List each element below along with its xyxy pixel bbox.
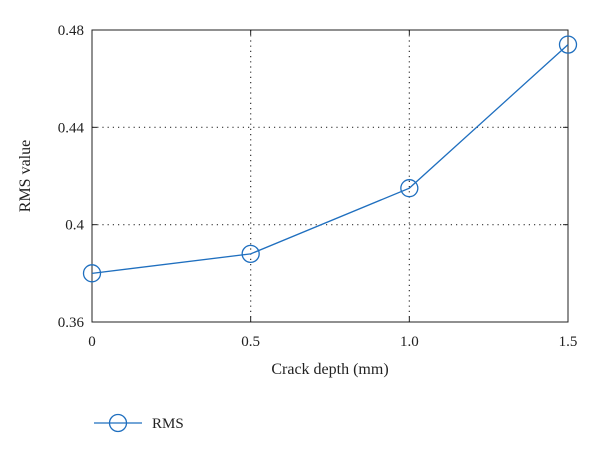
x-tick-label: 0: [88, 334, 96, 350]
y-tick-label: 0.36: [58, 315, 85, 331]
legend-series-name: RMS: [152, 416, 184, 432]
y-axis-label: RMS value: [17, 140, 34, 212]
rms-data-point: [241, 244, 260, 264]
grid-layer: [92, 30, 568, 322]
y-tick-label: 0.44: [58, 120, 85, 136]
plot-frame: [91, 29, 569, 323]
rms-data-point: [558, 35, 578, 54]
y-tick-label: 0.4: [65, 218, 84, 234]
tick-layer: 0 0.5 1.0 1.5 0.36 0.4 0.44 0.48: [58, 23, 578, 350]
series-layer: [82, 35, 578, 283]
rms-data-point: [82, 264, 102, 283]
x-tick-label: 0.5: [241, 334, 260, 350]
legend-marker-swatch: [108, 413, 128, 433]
x-axis-label: Crack depth (mm): [271, 361, 388, 378]
legend: RMS: [94, 413, 184, 433]
rms-data-point: [400, 179, 419, 198]
x-tick-label: 1.0: [400, 334, 419, 350]
x-tick-label: 1.5: [559, 334, 578, 350]
rms-series-line: [91, 44, 569, 274]
y-tick-label: 0.48: [58, 23, 84, 39]
